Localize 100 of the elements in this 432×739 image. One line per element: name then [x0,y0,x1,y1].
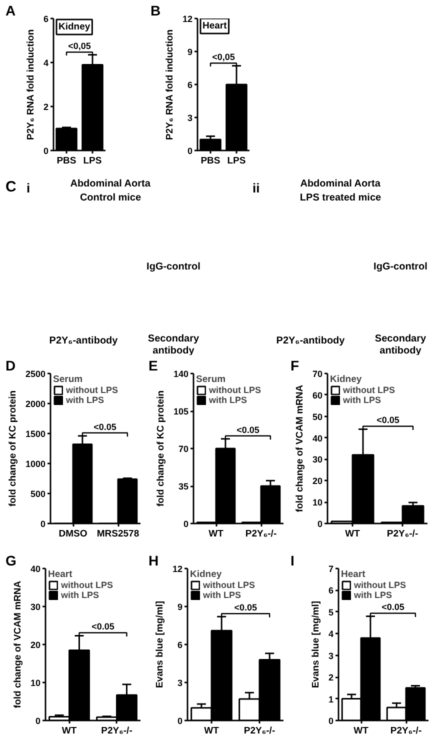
y-tick-label: 1 [328,694,334,704]
text: i [26,180,30,196]
y-tick-label: 4 [43,58,49,68]
x-tick-label: WT [345,528,360,540]
legend-title: Heart [341,569,366,580]
x-tick-label: WT [62,726,77,736]
text: A [6,2,16,18]
legend-title: Serum [53,374,84,385]
y-tick-label: 0 [177,716,183,726]
annotation: <0,05 [212,52,235,62]
x-tick-label: PBS [200,156,220,166]
text: B [150,2,161,18]
legend-title: Serum [196,374,227,385]
text: Abdominal Aorta [70,178,151,190]
y-tick-label: 60 [312,390,323,400]
legend-title: Heart [48,569,74,580]
y-tick-label: 40 [30,564,41,574]
legend-label: without LPS [61,580,113,590]
text: LPS treated mice [300,192,382,204]
legend-label: with LPS [354,590,392,600]
y-tick-label: 3 [328,650,334,661]
legend-label: without LPS [209,385,261,395]
text: IgG-control [374,262,428,272]
annotation: <0.05 [382,602,404,612]
y-tick-label: 6 [43,14,49,24]
y-axis-title: fold change of VCAM mRNA [12,580,24,708]
legend-label: with LPS [343,395,381,405]
x-tick-label: LPS [83,156,102,166]
x-tick-label: MRS2578 [96,528,140,540]
y-tick-label: 10 [312,498,323,508]
y-tick-label: 0 [328,716,334,726]
y-tick-label: 40 [312,433,323,444]
y-tick-label: 20 [312,476,323,486]
y-tick-label: 1500 [25,429,46,439]
y-tick-label: 0 [183,519,189,529]
x-tick-label: P2Y₆-/- [244,726,276,736]
y-tick-label: 2500 [25,369,46,379]
y-tick-label: 50 [312,412,323,422]
y-tick-label: 5 [328,607,334,618]
y-tick-label: 9 [177,602,183,612]
y-tick-label: 500 [30,489,46,499]
y-tick-label: 6 [177,640,183,650]
annotation: <0,05 [68,41,91,52]
text: Abdominal Aorta [300,178,381,190]
x-tick-label: DMSO [58,528,88,540]
y-tick-label: 3 [177,678,183,688]
y-tick-label: 6 [187,80,193,90]
legend-label: without LPS [203,580,255,590]
x-tick-label: LPS [227,156,246,166]
y-tick-label: 1000 [25,459,46,469]
y-tick-label: 0 [43,146,49,156]
x-tick-label: WT [208,528,224,540]
y-tick-label: 140 [173,369,189,379]
text: E [148,358,158,374]
y-tick-label: 10 [30,678,41,688]
legend-label: without LPS [66,385,118,395]
text: P2Y₆-antibody [276,336,346,346]
text: Control mice [80,192,142,204]
y-axis-title: fold change of KC protein [155,390,166,507]
x-tick-label: P2Y₆-/- [390,726,422,736]
legend-title: Kidney [190,569,223,580]
y-tick-label: 3 [187,113,193,123]
y-tick-label: 30 [312,454,323,465]
text: ii [252,180,260,196]
annotation: <0.05 [376,415,400,426]
y-tick-label: 0 [317,519,323,529]
chart-title: Kidney [58,22,91,32]
annotation: <0.05 [94,422,116,432]
legend-label: with LPS [61,590,99,600]
text: I [290,552,294,568]
y-tick-label: 20 [30,640,41,650]
y-axis-title: fold change of KC protein [7,390,18,507]
y-tick-label: 2000 [25,399,46,409]
text: IgG-control [146,262,201,272]
y-tick-label: 6 [328,586,334,596]
y-tick-label: 105 [173,406,189,416]
y-axis-title: fold change of VCAM mRNA [294,384,306,512]
legend-label: with LPS [209,395,247,405]
text: F [290,358,300,374]
legend-label: without LPS [354,580,406,590]
y-tick-label: 2 [328,672,334,683]
y-tick-label: 30 [30,602,41,612]
y-tick-label: 0 [40,519,46,529]
y-tick-label: 7 [328,564,334,574]
text: D [6,358,16,374]
y-tick-label: 70 [312,369,323,379]
y-tick-label: 4 [328,629,334,640]
x-tick-label: P2Y₆-/- [101,726,132,736]
y-tick-label: 2 [43,102,49,112]
y-axis-title: P2Y₆ RNA fold induction [25,29,36,140]
text: C [6,178,16,196]
x-tick-label: PBS [56,156,76,166]
y-tick-label: 0 [35,716,41,726]
y-tick-label: 12 [172,564,183,574]
y-axis-title: Evans blue [mg/ml] [154,600,166,688]
x-tick-label: P2Y₆-/- [386,528,418,540]
annotation: <0.05 [234,602,257,613]
legend-label: with LPS [66,395,104,405]
y-tick-label: 0 [187,146,193,156]
legend-label: without LPS [343,385,395,395]
